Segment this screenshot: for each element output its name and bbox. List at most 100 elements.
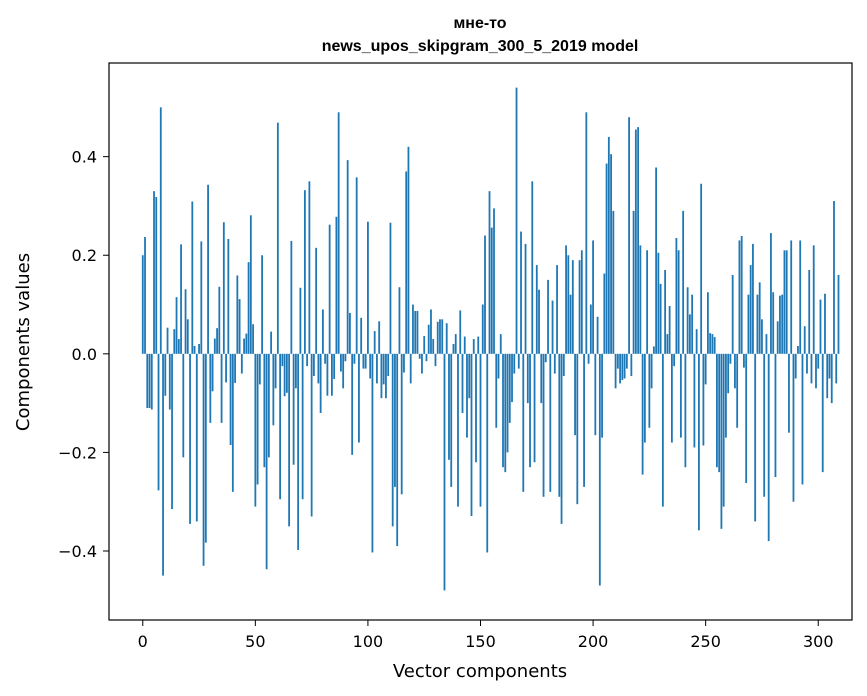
bar <box>351 353 354 455</box>
bar <box>141 255 144 354</box>
bar <box>625 353 628 369</box>
bar <box>297 353 300 550</box>
bar <box>407 146 410 354</box>
bar <box>493 208 495 354</box>
bar <box>222 222 225 354</box>
bar <box>556 265 558 354</box>
bar <box>540 353 543 404</box>
bar <box>472 339 475 354</box>
y-axis-label: Components values <box>13 253 34 431</box>
bar <box>576 353 579 505</box>
bar <box>391 353 394 527</box>
bar <box>450 353 453 487</box>
bar <box>567 255 570 354</box>
bar <box>457 353 459 507</box>
bar <box>285 353 288 393</box>
bar <box>400 353 403 495</box>
bar <box>315 247 318 354</box>
x-tick-label: 150 <box>465 632 496 651</box>
bar <box>200 241 203 354</box>
bar <box>740 236 743 354</box>
bar <box>684 353 687 468</box>
bar <box>367 221 369 354</box>
bar <box>569 294 572 354</box>
bar <box>738 240 741 354</box>
bar <box>211 353 214 392</box>
bar <box>513 353 516 374</box>
bar <box>531 181 534 354</box>
bar <box>441 319 444 354</box>
bar <box>666 334 669 354</box>
bar <box>788 353 790 433</box>
bar <box>276 122 279 354</box>
bar <box>394 353 396 487</box>
bar <box>808 270 811 354</box>
bar <box>517 353 520 369</box>
bar <box>166 327 169 354</box>
bar <box>189 353 191 524</box>
bar <box>288 353 291 527</box>
bar <box>382 353 385 385</box>
bar <box>722 353 725 507</box>
bar <box>639 245 642 354</box>
bar <box>761 319 763 354</box>
bar <box>729 353 732 364</box>
bar <box>373 331 376 354</box>
bar <box>551 300 554 354</box>
x-axis-ticks: 0 50 100 150 200 250 300 <box>138 620 834 651</box>
bar <box>659 283 662 354</box>
bar <box>553 353 556 374</box>
bar <box>380 353 383 399</box>
bar <box>488 191 491 354</box>
bar <box>353 353 356 364</box>
bar <box>583 353 585 487</box>
bar <box>256 353 259 485</box>
bar <box>475 353 477 463</box>
bar <box>265 353 268 570</box>
bar <box>490 227 493 354</box>
bar <box>231 353 234 492</box>
bar <box>202 353 205 566</box>
bar <box>261 255 263 354</box>
bar <box>333 353 336 379</box>
bar <box>301 353 304 500</box>
bar <box>207 184 209 354</box>
bar <box>369 353 372 379</box>
bar <box>691 294 694 354</box>
bar <box>355 177 358 354</box>
bar <box>481 304 484 354</box>
bar <box>565 245 567 354</box>
bar <box>454 334 457 354</box>
bar <box>821 353 824 473</box>
bar <box>423 336 426 354</box>
bar <box>630 353 633 376</box>
bars-group <box>141 87 840 591</box>
bar <box>294 353 297 389</box>
bar <box>826 353 829 399</box>
bar <box>254 353 257 507</box>
bar <box>664 270 667 354</box>
bar <box>470 353 473 516</box>
bar <box>434 353 437 367</box>
bar <box>558 353 561 497</box>
bar <box>267 353 270 458</box>
bar <box>675 237 678 354</box>
bar <box>427 324 430 354</box>
bar <box>774 353 777 478</box>
bar <box>785 250 788 354</box>
bar <box>468 353 471 399</box>
bar <box>279 353 282 500</box>
bar <box>308 181 311 354</box>
bar <box>677 250 680 354</box>
bar <box>425 353 428 362</box>
bar <box>682 210 685 354</box>
bar <box>452 343 455 354</box>
bar <box>619 353 621 384</box>
x-axis-label: Vector components <box>393 661 567 682</box>
bar <box>229 353 232 446</box>
bar <box>243 338 245 354</box>
bar <box>686 287 689 354</box>
bar <box>524 243 527 354</box>
bar <box>466 353 468 438</box>
bar <box>650 353 653 389</box>
